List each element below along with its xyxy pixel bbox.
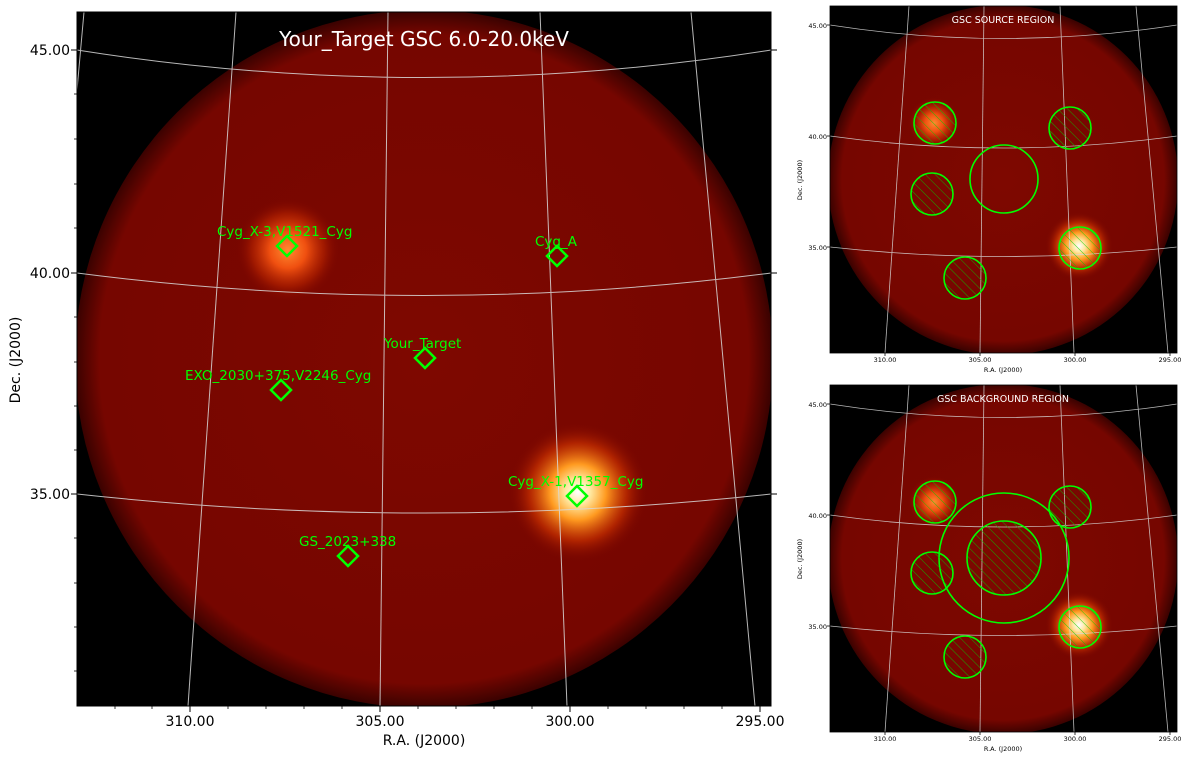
excluded-region [910,172,954,216]
xtick-label: 305.00 [356,714,405,730]
excluded-region [913,101,957,145]
source-marker-diamond [565,484,589,508]
field-of-view [77,12,771,706]
excluded-region [1048,106,1092,150]
xtick-label: 305.00 [969,735,992,743]
region-circles [910,101,1102,300]
x-axis-label: R.A. (J2000) [984,745,1022,753]
coordinate-grid [830,6,1177,353]
xtick-label: 300.00 [1064,356,1087,364]
ytick-label: 45.00 [30,43,70,59]
chart-title: Your_Target GSC 6.0-20.0keV [278,27,569,51]
main-frame [76,11,772,707]
y-axis-label: Dec. (J2000) [796,160,804,200]
excluded-region [943,635,987,679]
xtick-label: 295.00 [1159,356,1182,364]
source-region-circle [969,144,1039,214]
coordinate-grid [830,385,1177,732]
background-frame [829,384,1178,733]
xtick-label: 310.00 [874,735,897,743]
ytick-label: 35.00 [808,623,827,631]
source-frame [829,5,1178,354]
source-marker-diamond [545,244,569,268]
x-axis-label: R.A. (J2000) [383,733,466,749]
source-label: Your_Target [383,336,461,352]
excluded-region [1058,226,1102,270]
field-of-view [830,6,1177,353]
source-marker-diamond [269,378,293,402]
source-label: Cyg_A [535,234,578,250]
panel-title: GSC BACKGROUND REGION [937,394,1069,405]
coordinate-grid [77,12,771,706]
excluded-source-region [966,520,1042,596]
excluded-region [910,551,954,595]
source-marker-diamond [336,544,360,568]
ytick-label: 35.00 [808,244,827,252]
xtick-label: 300.00 [1064,735,1087,743]
xtick-label: 300.00 [546,714,595,730]
medium-source-glow [236,198,340,302]
panel-title: GSC SOURCE REGION [952,15,1055,26]
bright-source-glow [508,422,648,562]
x-axis-label: R.A. (J2000) [984,366,1022,374]
ytick-label: 40.00 [808,512,827,520]
source-label: GS_2023+338 [299,534,396,550]
xtick-label: 310.00 [166,714,215,730]
background-region-map: 45.00 40.00 35.00 310.00 305.00 300.00 2… [796,384,1182,753]
ytick-label: 45.00 [808,22,827,30]
minor-ticks [74,93,723,709]
y-axis-label: Dec. (J2000) [8,317,24,404]
ytick-label: 45.00 [808,401,827,409]
xtick-label: 310.00 [874,356,897,364]
source-marker-diamond [275,234,299,258]
ytick-label: 35.00 [30,487,70,503]
main-sky-map: 45.00 40.00 35.00 310.00 305.00 300.00 2… [8,11,785,749]
xtick-label: 295.00 [736,714,785,730]
axis-ticks [827,403,1171,735]
excluded-region [1048,485,1092,529]
y-axis-label: Dec. (J2000) [796,539,804,579]
source-markers [269,234,589,568]
source-label: EXO_2030+375,V2246_Cyg [185,368,371,384]
source-region-map: 45.00 40.00 35.00 310.00 305.00 300.00 2… [796,5,1182,374]
source-label: Cyg_X-1,V1357_Cyg [508,474,643,490]
xtick-label: 305.00 [969,356,992,364]
excluded-region [913,480,957,524]
excluded-region [1058,605,1102,649]
source-marker-diamond [413,346,437,370]
ytick-label: 40.00 [30,266,70,282]
region-circles [910,480,1102,679]
axis-ticks [827,24,1171,356]
xtick-label: 295.00 [1159,735,1182,743]
source-label: Cyg_X-3,V1521_Cyg [217,224,352,240]
excluded-region [943,256,987,300]
axis-ticks [71,49,777,712]
ytick-label: 40.00 [808,133,827,141]
